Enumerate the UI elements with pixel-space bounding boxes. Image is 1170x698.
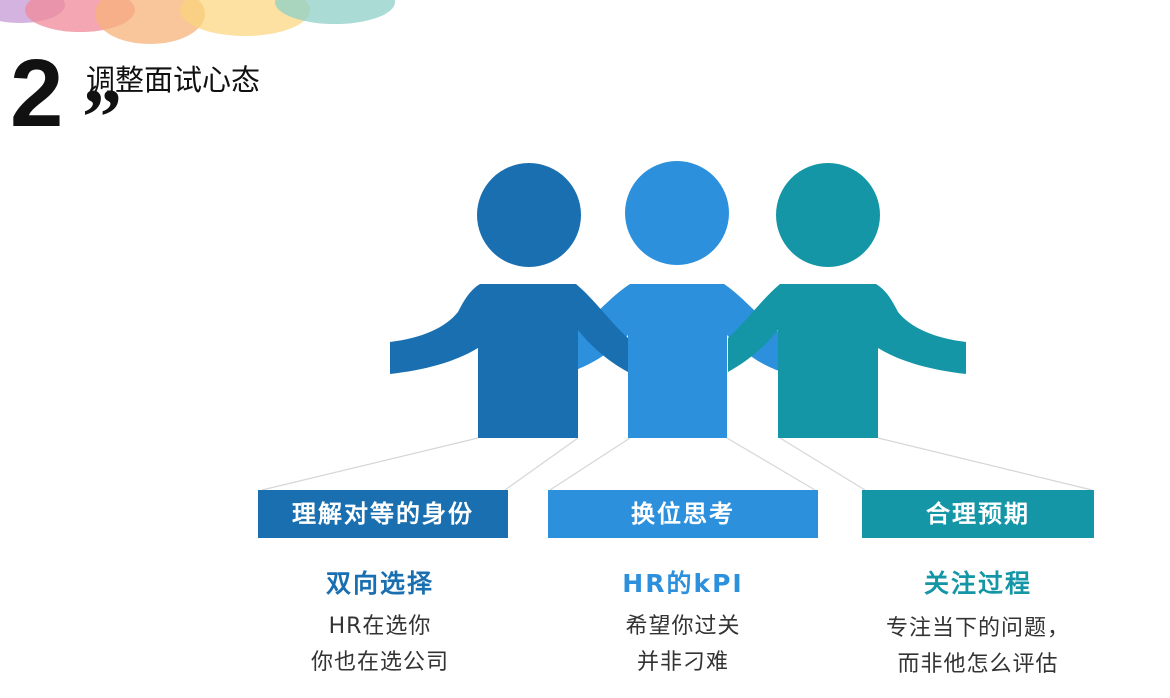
person-icon-left [390,163,628,438]
label-box-perspective: 换位思考 [548,490,818,538]
column-text-line: 并非刁难 [636,650,729,675]
column-heading-mutual-choice: 双向选择 [325,569,434,598]
column-heading-hr-kpi: HR的kPI [622,569,744,598]
decorative-petals [0,0,395,44]
section-title: 调整面试心态 [86,63,261,97]
column-text-line: 专注当下的问题， [885,616,1070,641]
person-icon-middle [552,161,800,438]
column-text-line: HR在选你 [328,614,432,639]
label-box-expectation: 合理预期 [862,490,1094,538]
person-icon-right [728,163,966,438]
people-illustration [261,161,1093,491]
column-text-line: 希望你过关 [625,614,741,639]
section-number: 2 [10,40,64,147]
label-box-identity: 理解对等的身份 [258,490,508,538]
connector-lines [261,437,1093,491]
column-text-line: 你也在选公司 [310,650,449,675]
quote-mark: ” [82,74,122,162]
column-heading-focus-process: 关注过程 [923,569,1032,598]
column-text-line: 而非他怎么评估 [897,652,1059,677]
